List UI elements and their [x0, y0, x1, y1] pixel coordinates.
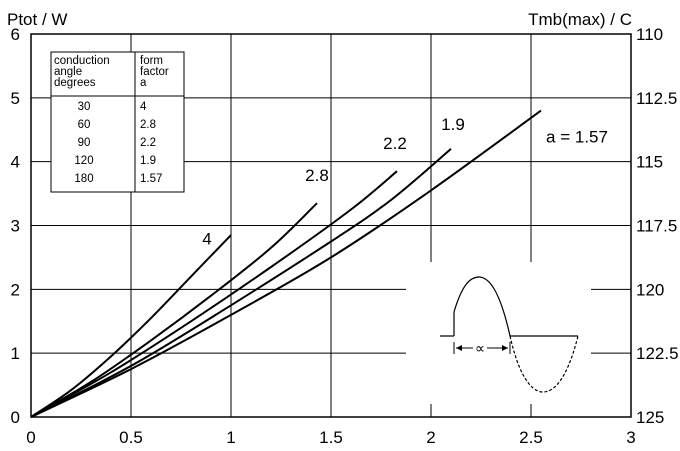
alpha-label-bg — [473, 341, 487, 355]
series-line — [30, 202, 318, 418]
table-cell-factor: 4 — [140, 101, 147, 113]
y2-tick-label: 117.5 — [636, 217, 677, 236]
sine-positive-half — [453, 276, 511, 337]
y-axis-ticks: 0 1 2 3 4 5 6 — [11, 25, 20, 427]
y-tick-label: 0 — [11, 408, 20, 427]
y-axis-title: Ptot / W — [7, 10, 67, 29]
conduction-arrow-right-head — [502, 345, 508, 351]
table-cell-angle: 90 — [78, 137, 91, 149]
y2-tick-label: 110 — [636, 25, 663, 44]
x-axis-ticks: 0 0.5 1 1.5 2 2.5 3 — [26, 428, 635, 447]
x-tick-label: 2.5 — [519, 428, 543, 447]
series-line — [30, 234, 232, 418]
y-tick-label: 2 — [11, 280, 20, 299]
series-group — [30, 109, 542, 418]
y-tick-label: 5 — [11, 89, 20, 108]
y2-tick-label: 122.5 — [636, 344, 679, 363]
y2-tick-label: 120 — [636, 280, 664, 299]
x-tick-label: 2 — [426, 428, 435, 447]
table-cell-angle: 30 — [78, 101, 91, 113]
y2-tick-label: 112.5 — [636, 89, 677, 108]
curve-label: 2.8 — [305, 166, 329, 185]
x-tick-label: 1.5 — [319, 428, 343, 447]
inset-background — [406, 262, 591, 404]
plot-frame — [30, 33, 632, 418]
x-tick-label: 0.5 — [119, 428, 143, 447]
table-header-text: degrees — [54, 77, 96, 89]
table-cell-factor: 2.2 — [140, 137, 156, 149]
table-cell-angle: 60 — [78, 119, 91, 131]
y-tick-label: 3 — [11, 217, 20, 236]
y2-tick-label: 125 — [636, 408, 664, 427]
x-tick-label: 1 — [226, 428, 235, 447]
table-cell-angle: 120 — [74, 155, 93, 167]
x-tick-label: 3 — [626, 428, 635, 447]
curve-label: 1.9 — [441, 115, 465, 134]
y2-tick-label: 115 — [636, 153, 663, 172]
table-header-text: a — [140, 77, 147, 89]
table-cell-factor: 1.9 — [140, 155, 156, 167]
conduction-arrow-left-head — [456, 345, 462, 351]
curve-label: a = 1.57 — [546, 128, 608, 147]
curve-label: 4 — [202, 230, 211, 249]
curve-labels: 4 2.8 2.2 1.9 a = 1.57 — [202, 115, 608, 249]
table-header-text: form — [140, 55, 163, 67]
x-tick-label: 0 — [26, 428, 35, 447]
table-header-text: angle — [54, 66, 82, 78]
table-frame — [50, 51, 185, 193]
y-tick-label: 6 — [11, 25, 20, 44]
y-tick-label: 4 — [11, 153, 20, 172]
table-cell-factor: 1.57 — [140, 173, 162, 185]
y2-axis-ticks: 110 112.5 115 117.5 120 122.5 125 — [636, 25, 679, 427]
table-cell-angle: 180 — [74, 173, 93, 185]
alpha-symbol: ∝ — [475, 340, 485, 356]
series-line — [30, 148, 452, 418]
table-header-text: factor — [140, 66, 169, 78]
series-line — [30, 109, 542, 418]
y2-axis-title: Tmb(max) / C — [528, 10, 632, 29]
waveform-inset: ∝ — [406, 262, 591, 404]
y-tick-label: 1 — [11, 344, 20, 363]
curve-label: 2.2 — [383, 134, 407, 153]
series-line — [30, 170, 398, 418]
table-header-text: conduction — [54, 55, 110, 67]
table-rows: 30 4 60 2.8 90 2.2 120 1.9 180 1.57 — [74, 101, 162, 185]
table-cell-factor: 2.8 — [140, 119, 156, 131]
